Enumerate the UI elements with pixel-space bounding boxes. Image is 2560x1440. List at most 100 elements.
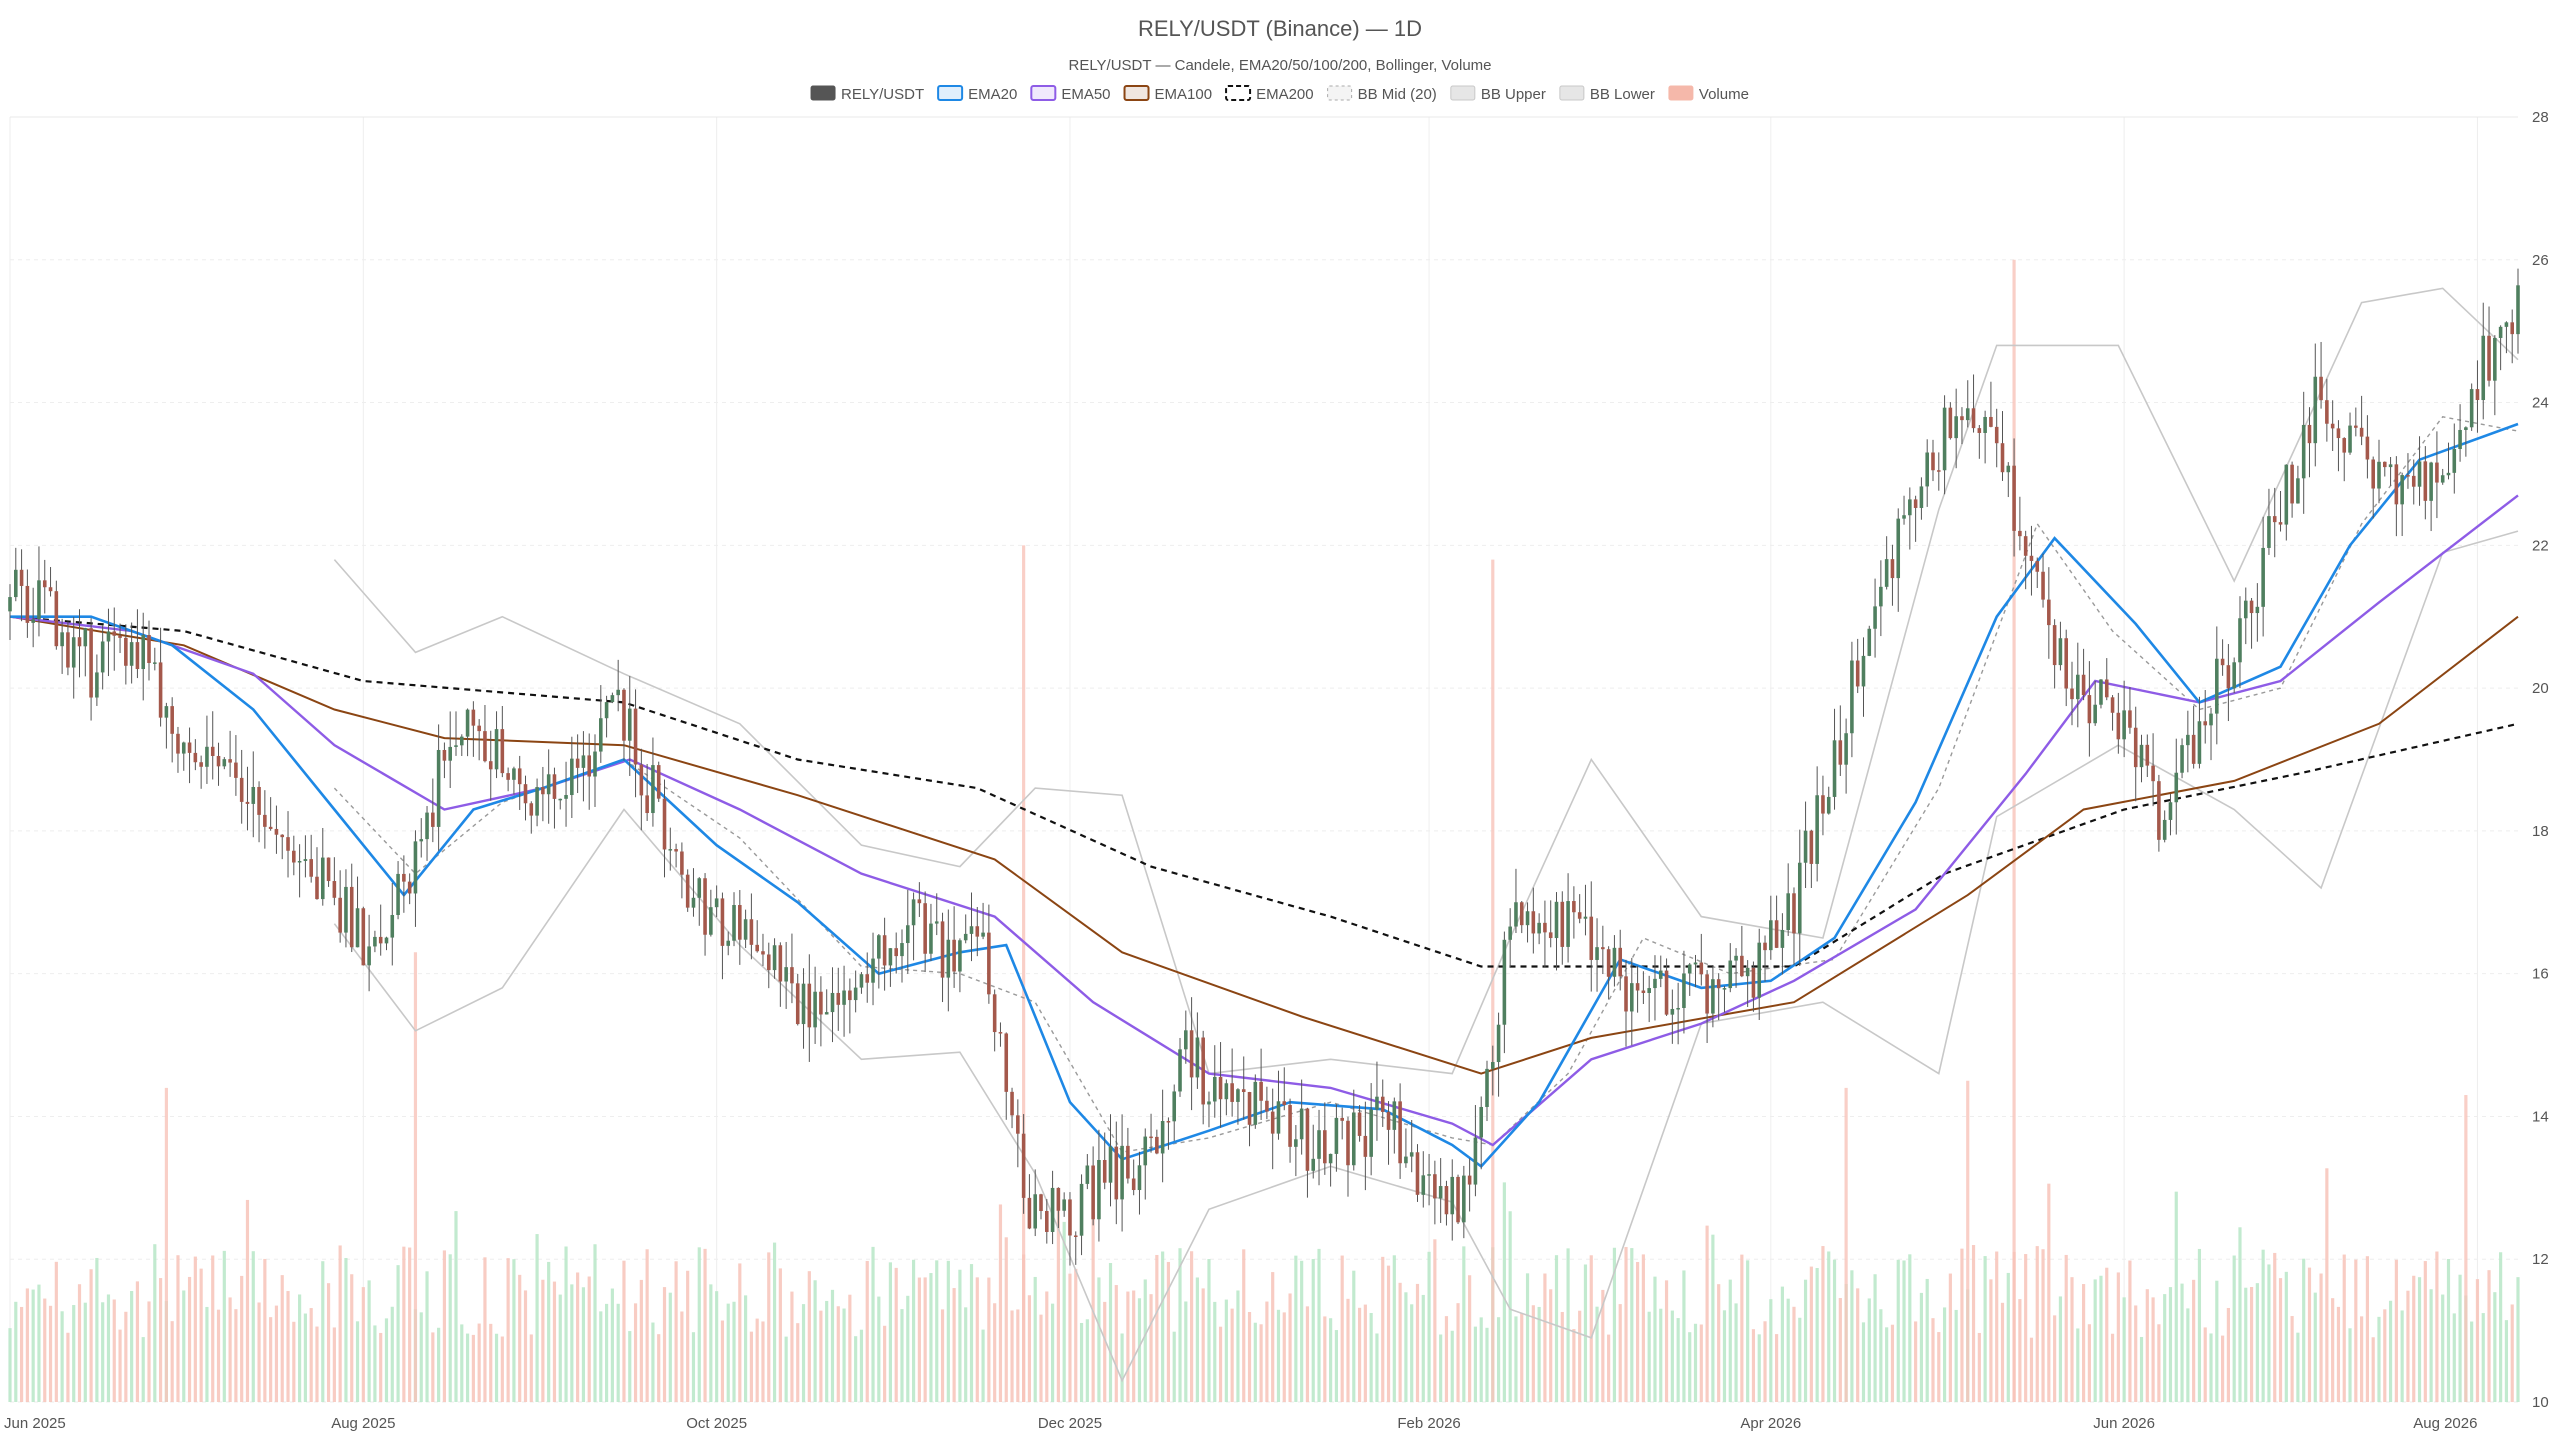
- volume-bar: [1218, 1326, 1223, 1402]
- candle-body: [2325, 400, 2329, 424]
- candle-body: [755, 944, 759, 952]
- candle-body: [2157, 781, 2161, 840]
- candle-body: [824, 1012, 829, 1015]
- candle-body: [1444, 1186, 1449, 1215]
- candle-body: [344, 886, 348, 933]
- volume-bar: [1085, 1319, 1089, 1402]
- candle-body: [703, 878, 707, 935]
- volume-bar: [1213, 1301, 1217, 1402]
- candle-body: [1606, 949, 1611, 977]
- candle-body: [836, 992, 841, 1005]
- candle-body: [604, 702, 609, 719]
- volume-bar: [767, 1252, 771, 1402]
- candle-body: [2458, 429, 2462, 449]
- legend: RELY/USDT EMA20 EMA50 EMA100 EMA200 BB Mid (2…: [810, 85, 1749, 103]
- candle-body: [1149, 1136, 1153, 1139]
- volume-bar: [894, 1267, 898, 1402]
- volume-bar: [784, 1336, 788, 1402]
- candle-body: [651, 765, 655, 814]
- volume-bar: [205, 1306, 209, 1402]
- volume-bar: [1653, 1276, 1657, 1402]
- candle-body: [1386, 1111, 1391, 1130]
- candle-body: [2110, 697, 2115, 713]
- candle-body: [1936, 470, 1941, 472]
- candle-body: [674, 849, 678, 852]
- volume-bar: [2290, 1316, 2294, 1402]
- volume-bar: [465, 1333, 470, 1402]
- volume-bar: [2029, 1337, 2034, 1402]
- volume-bar: [2429, 1289, 2433, 1402]
- candle-body: [1913, 499, 1918, 508]
- candle-body: [1965, 408, 1970, 421]
- legend-swatch-volume: [1668, 85, 1694, 101]
- candle-body: [1259, 1081, 1263, 1101]
- volume-bar: [2157, 1324, 2161, 1402]
- grid: [9, 116, 2518, 1403]
- volume-bar: [813, 1280, 817, 1402]
- volume-bar: [958, 1269, 962, 1402]
- volume-bar: [1496, 1317, 1501, 1402]
- volume-bar: [1838, 1298, 1842, 1402]
- candle-body: [1328, 1153, 1333, 1164]
- volume-bar: [2238, 1227, 2242, 1402]
- candle-body: [2348, 425, 2352, 453]
- volume-bar: [1404, 1292, 1408, 1402]
- volume-bar: [917, 1277, 921, 1402]
- volume-bar: [2475, 1279, 2480, 1402]
- volume-bar: [1890, 1324, 1895, 1402]
- volume-bar: [1126, 1291, 1130, 1402]
- candle-body: [552, 774, 557, 799]
- candle-body: [1809, 830, 1814, 864]
- candle-body: [535, 787, 539, 816]
- candle-body: [326, 857, 331, 882]
- candle-body: [2417, 461, 2422, 487]
- volume-bar: [1288, 1293, 1292, 1402]
- volume-bar: [1508, 1211, 1512, 1402]
- candle-body: [210, 746, 215, 756]
- candle-body: [407, 881, 412, 894]
- candle-body: [1473, 1137, 1478, 1185]
- candle-body: [2116, 712, 2121, 740]
- candle-body: [726, 940, 731, 946]
- candle-body: [2006, 465, 2011, 473]
- candle-body: [2226, 665, 2231, 689]
- candle-body: [877, 935, 881, 959]
- candle-body: [738, 905, 742, 940]
- volume-bar: [431, 1332, 435, 1402]
- candle-body: [1467, 1175, 1472, 1185]
- volume-bar: [1247, 1312, 1252, 1402]
- volume-bar: [1682, 1270, 1686, 1402]
- volume-bar: [1294, 1255, 1298, 1402]
- volume-bar: [1717, 1284, 1721, 1402]
- volume-bar: [1427, 1251, 1431, 1402]
- volume-bar: [1856, 1288, 1860, 1402]
- candle-body: [431, 812, 435, 827]
- candle-body: [1490, 1062, 1495, 1069]
- candle-body: [1102, 1160, 1107, 1183]
- volume-bar: [396, 1265, 400, 1402]
- volume-bar: [147, 1301, 151, 1402]
- volume-bar: [419, 1312, 423, 1402]
- volume-bar: [1659, 1308, 1663, 1402]
- volume-bar: [1815, 1268, 1819, 1402]
- volume-bar: [981, 1329, 985, 1402]
- volume-bar: [321, 1261, 325, 1402]
- legend-swatch-bb-lower: [1559, 85, 1585, 101]
- candle-body: [1340, 1117, 1344, 1121]
- candle-body: [1896, 518, 1901, 579]
- volume-bar: [686, 1270, 690, 1402]
- candle-body: [251, 786, 256, 804]
- legend-swatch-ema20: [937, 85, 964, 101]
- candle-body: [48, 587, 53, 592]
- volume-bar: [2203, 1327, 2207, 1402]
- volume-bar: [865, 1260, 869, 1402]
- candle-body: [292, 850, 296, 863]
- candle-body: [448, 746, 452, 761]
- candle-body: [384, 937, 389, 944]
- volume-bar: [471, 1334, 475, 1402]
- y-tick-label: 24: [2532, 395, 2549, 412]
- volume-bar: [1919, 1292, 1923, 1402]
- volume-bar: [1375, 1333, 1379, 1402]
- candle-body: [593, 751, 597, 777]
- volume-bar: [1300, 1260, 1304, 1402]
